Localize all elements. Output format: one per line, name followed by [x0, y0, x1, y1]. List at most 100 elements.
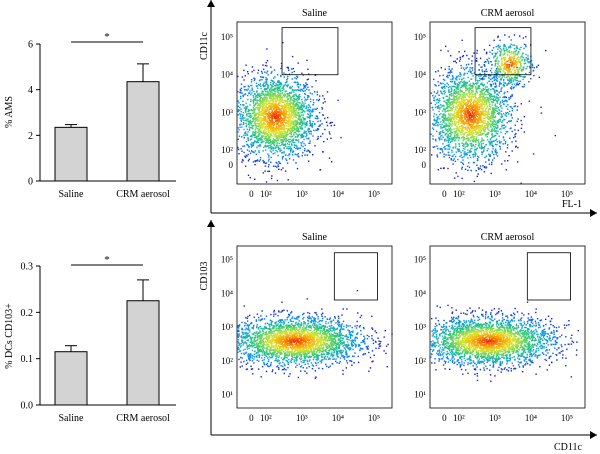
event-dot [289, 118, 292, 120]
event-dot [480, 75, 482, 77]
event-dot [431, 106, 434, 108]
event-dot [476, 125, 479, 128]
event-dot [326, 91, 329, 93]
event-dot [441, 135, 443, 137]
event-dot [438, 114, 441, 116]
event-dot [284, 170, 287, 172]
event-dot [467, 95, 469, 98]
event-dot [445, 117, 447, 120]
event-dot [275, 101, 278, 103]
event-dot [445, 119, 447, 121]
event-dot [464, 96, 466, 99]
event-dot [491, 113, 493, 115]
event-dot [247, 153, 249, 156]
event-dot [449, 132, 452, 135]
event-dot [504, 133, 507, 135]
event-dot [505, 47, 507, 49]
event-dot [468, 116, 471, 119]
event-dot [272, 149, 274, 152]
event-dot [306, 83, 308, 86]
event-dot [468, 90, 471, 92]
event-dot [489, 70, 492, 72]
event-dot [257, 112, 260, 114]
event-dot [516, 83, 518, 85]
event-dot [251, 84, 253, 87]
event-dot [273, 141, 276, 144]
event-dot [480, 100, 482, 102]
event-dot [275, 140, 277, 142]
event-dot [258, 117, 261, 119]
event-dot [500, 88, 502, 90]
event-dot [247, 73, 249, 75]
event-dot [259, 84, 261, 86]
event-dot [488, 105, 491, 107]
event-dot [289, 100, 292, 102]
event-dot [298, 96, 300, 98]
event-dot [269, 126, 271, 128]
event-dot [476, 147, 479, 149]
event-dot [493, 157, 495, 159]
event-dot [471, 60, 473, 62]
event-dot [255, 107, 257, 109]
event-dot [454, 99, 456, 101]
event-dot [258, 95, 261, 98]
event-dot [237, 110, 239, 113]
event-dot [296, 167, 299, 170]
x-tick-label: CRM aerosol [116, 189, 170, 200]
event-dot [439, 131, 442, 133]
event-dot [308, 132, 311, 135]
event-dot [481, 121, 484, 123]
event-dot [303, 142, 305, 145]
event-dot [473, 125, 476, 128]
event-dot [459, 91, 461, 93]
event-dot [298, 97, 300, 100]
event-dot [451, 68, 453, 70]
event-dot [479, 128, 481, 130]
event-dot [444, 91, 446, 94]
event-dot [469, 105, 471, 108]
event-dot [494, 111, 496, 114]
event-dot [292, 122, 294, 124]
event-dot [271, 142, 274, 145]
event-dot [292, 106, 295, 108]
event-dot [448, 125, 450, 128]
event-dot [468, 94, 471, 96]
event-dot [277, 128, 280, 130]
event-dot [290, 112, 292, 114]
event-dot [482, 98, 484, 100]
event-dot [471, 131, 474, 133]
event-dot [516, 66, 518, 69]
event-dot [492, 121, 494, 123]
event-dot [245, 154, 248, 156]
event-dot [498, 109, 500, 111]
event-dot [308, 109, 311, 111]
event-dot [283, 102, 285, 104]
event-dot [448, 138, 451, 140]
event-dot [440, 167, 442, 169]
event-dot [517, 146, 519, 149]
event-dot [491, 64, 493, 66]
event-dot [456, 113, 459, 115]
event-dot [271, 115, 274, 117]
event-dot [286, 85, 288, 88]
event-dot [242, 94, 244, 97]
event-dot [491, 98, 493, 101]
event-dot [476, 92, 478, 94]
event-dot [272, 128, 274, 130]
event-dot [275, 83, 277, 85]
event-dot [283, 144, 286, 146]
event-dot [444, 114, 447, 117]
event-dot [480, 119, 482, 122]
event-dot [265, 142, 267, 144]
event-dot [477, 124, 480, 127]
event-dot [264, 145, 266, 148]
event-dot [461, 156, 463, 159]
event-dot [482, 87, 484, 90]
event-dot [306, 150, 308, 152]
event-dot [299, 102, 301, 104]
event-dot [451, 132, 454, 134]
event-dot [469, 103, 472, 105]
event-dot [274, 76, 276, 78]
event-dot [292, 101, 295, 103]
event-dot [275, 134, 277, 136]
